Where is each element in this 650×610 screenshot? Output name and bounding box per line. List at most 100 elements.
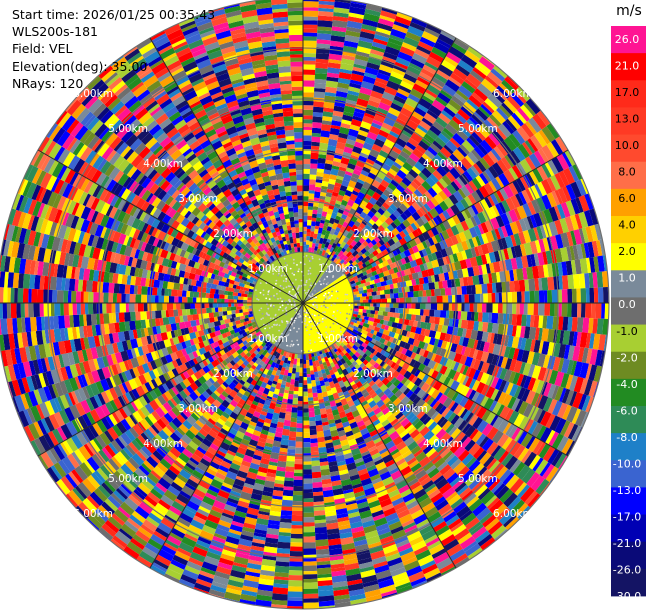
range-gate <box>381 7 398 15</box>
range-gate <box>513 244 523 258</box>
range-gate <box>493 65 508 79</box>
range-gate <box>357 255 365 262</box>
range-gate <box>522 362 532 377</box>
range-gate <box>356 501 369 510</box>
range-gate <box>507 292 512 303</box>
range-gate <box>543 382 552 397</box>
range-gate <box>371 223 379 231</box>
range-gate <box>345 251 353 258</box>
range-gate <box>303 506 314 513</box>
range-gate <box>485 475 498 489</box>
range-gate <box>290 542 303 547</box>
range-gate <box>309 231 315 238</box>
range-gate <box>427 253 434 262</box>
near-field-speckle <box>318 336 320 339</box>
range-gate <box>453 190 464 202</box>
range-gate <box>405 325 412 332</box>
range-gate <box>278 412 286 419</box>
range-gate <box>381 503 394 512</box>
range-gate <box>336 87 349 93</box>
range-gate <box>317 26 332 32</box>
range-gate <box>376 72 390 82</box>
range-gate <box>395 137 407 148</box>
range-gate <box>569 375 578 391</box>
range-gate <box>337 208 345 215</box>
range-gate <box>268 461 278 467</box>
range-gate <box>488 273 493 284</box>
range-gate <box>329 228 336 236</box>
range-gate <box>527 138 539 153</box>
range-gate <box>543 290 548 303</box>
range-gate <box>351 360 358 367</box>
range-gate <box>315 532 328 541</box>
range-gate <box>327 357 334 364</box>
range-gate <box>353 297 361 301</box>
range-gate <box>418 456 431 468</box>
range-gate <box>192 546 208 558</box>
range-gate <box>272 393 279 399</box>
near-field-speckle <box>330 304 333 307</box>
range-gate <box>336 405 345 413</box>
range-gate <box>255 599 272 608</box>
near-field-speckle <box>308 316 311 319</box>
range-gate <box>472 416 483 430</box>
range-gate <box>316 366 322 372</box>
range-gate <box>386 346 392 353</box>
range-gate <box>379 276 385 283</box>
range-gate <box>415 278 420 286</box>
range-gate <box>479 372 490 385</box>
range-gate <box>281 434 290 440</box>
range-gate <box>476 340 482 351</box>
range-gate <box>452 68 468 81</box>
range-gate <box>322 361 327 367</box>
range-gate <box>400 377 408 385</box>
range-gate <box>378 101 391 112</box>
range-gate <box>310 158 319 164</box>
range-gate <box>399 384 408 394</box>
near-field-speckle <box>311 255 314 258</box>
range-gate <box>471 149 482 161</box>
range-gate <box>423 112 437 125</box>
range-gate <box>407 183 417 193</box>
range-gate <box>360 303 365 307</box>
range-gate <box>521 291 525 303</box>
range-gate <box>389 130 400 139</box>
range-gate <box>303 388 308 392</box>
range-gate <box>393 303 399 308</box>
near-field-speckle <box>325 296 327 298</box>
range-gate <box>284 477 294 482</box>
range-gate <box>431 439 444 451</box>
range-gate <box>391 146 402 155</box>
range-gate <box>224 435 234 443</box>
near-field-speckle <box>299 286 302 289</box>
range-gate <box>303 464 312 470</box>
range-gate <box>378 374 386 382</box>
near-field-speckle <box>322 311 324 314</box>
range-gate <box>402 308 410 315</box>
range-gate <box>303 135 312 142</box>
range-gate <box>576 317 584 333</box>
range-gate <box>425 88 438 99</box>
range-gate <box>396 88 410 98</box>
range-gate <box>271 599 288 606</box>
range-gate <box>292 494 303 502</box>
range-gate <box>427 146 438 157</box>
range-gate <box>398 547 414 557</box>
range-gate <box>457 59 474 73</box>
range-gate <box>388 336 395 343</box>
range-gate <box>496 107 509 121</box>
range-gate <box>439 562 455 574</box>
range-gate <box>385 512 399 523</box>
range-gate <box>343 425 352 433</box>
range-gate <box>303 501 314 507</box>
range-gate <box>317 585 334 591</box>
range-gate <box>267 432 276 438</box>
range-gate <box>204 492 217 501</box>
range-gate <box>269 350 275 356</box>
range-gate <box>523 217 531 231</box>
range-gate <box>391 235 400 244</box>
range-gate <box>350 0 367 6</box>
range-gate <box>531 265 540 279</box>
range-gate <box>490 388 499 401</box>
range-gate <box>175 520 189 531</box>
